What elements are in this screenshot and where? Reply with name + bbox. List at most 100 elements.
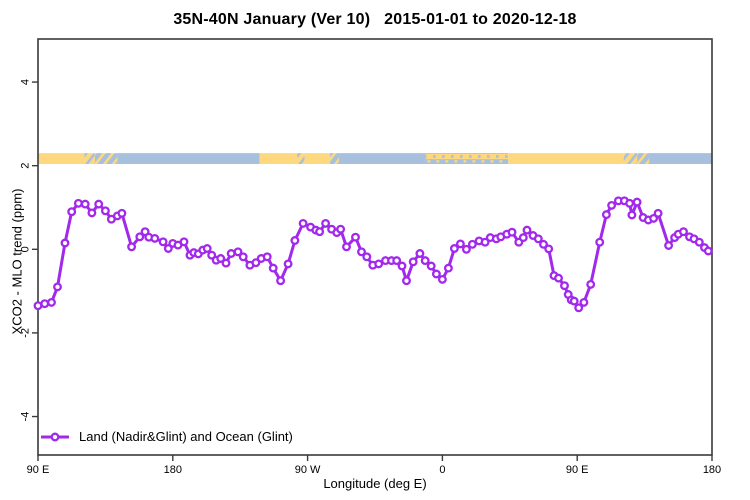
- data-point: [455, 239, 465, 249]
- band-segment-ocean: [649, 153, 712, 165]
- data-point: [67, 207, 77, 217]
- data-point: [202, 244, 212, 253]
- plot-box: [37, 38, 713, 456]
- data-point: [392, 256, 402, 266]
- data-point: [507, 227, 517, 237]
- data-point: [544, 244, 554, 254]
- data-point: [694, 237, 704, 247]
- data-point: [135, 232, 145, 242]
- y-tick-label: -2: [20, 328, 32, 338]
- band-segment-land: [304, 153, 331, 165]
- data-point: [40, 299, 50, 309]
- data-point: [560, 281, 569, 291]
- data-point: [627, 210, 637, 220]
- data-point: [426, 261, 436, 271]
- band-segment-mixB: [637, 153, 650, 165]
- data-point: [163, 244, 173, 253]
- data-point: [238, 252, 248, 262]
- data-point: [127, 242, 137, 252]
- x-tick-label: 90 W: [295, 464, 321, 476]
- data-point: [595, 237, 605, 247]
- data-point: [449, 244, 459, 253]
- legend: Land (Nadir&Glint) and Ocean (Glint): [41, 429, 293, 444]
- data-point: [73, 198, 83, 208]
- y-tick-label: 4: [20, 79, 32, 85]
- x-tick-label: 180: [164, 464, 182, 476]
- data-point: [100, 206, 110, 216]
- data-point: [321, 218, 331, 228]
- data-point: [586, 279, 596, 289]
- data-point: [357, 247, 366, 257]
- data-point: [268, 263, 278, 273]
- band-segment-ocean: [339, 153, 426, 165]
- data-point: [80, 199, 90, 209]
- x-axis: 90 E 180 90 W 0 90 E 180: [27, 455, 721, 476]
- band-segment-ocean: [117, 153, 260, 165]
- data-point: [533, 234, 543, 244]
- data-point: [60, 238, 70, 248]
- data-point: [601, 210, 611, 220]
- legend-label: Land (Nadir&Glint) and Ocean (Glint): [79, 429, 293, 444]
- data-point: [402, 276, 411, 286]
- band-segment-land: [508, 153, 624, 165]
- data-series: [33, 196, 713, 313]
- band-segment-mixB: [330, 153, 340, 165]
- chart-title: 35N-40N January (Ver 10) 2015-01-01 to 2…: [173, 11, 577, 28]
- data-point: [420, 256, 430, 266]
- data-point: [554, 273, 563, 283]
- data-point: [226, 249, 236, 258]
- data-point: [632, 197, 642, 207]
- data-point: [290, 236, 300, 245]
- data-point: [664, 241, 674, 250]
- data-point: [251, 258, 261, 268]
- data-point: [362, 252, 372, 262]
- data-point: [283, 259, 293, 269]
- data-point: [467, 239, 477, 249]
- data-point: [480, 237, 490, 247]
- data-point: [262, 252, 272, 262]
- band-segment-land: [38, 153, 85, 165]
- band-segment-mixH: [425, 153, 509, 165]
- data-point: [87, 208, 97, 218]
- data-point: [342, 242, 351, 252]
- y-axis: -4 -2 0 2 4: [20, 79, 38, 422]
- data-point: [437, 274, 447, 284]
- y-tick-label: 2: [20, 163, 32, 169]
- band-segment-mixY: [623, 153, 638, 165]
- data-point: [569, 296, 579, 306]
- data-point: [179, 237, 189, 247]
- data-point: [703, 246, 713, 256]
- band-segment-mixY: [297, 153, 305, 165]
- data-point: [117, 208, 127, 218]
- data-point: [351, 232, 360, 242]
- band-segment-mixY: [84, 153, 95, 165]
- data-point: [574, 303, 584, 313]
- data-point: [216, 254, 226, 263]
- data-point: [94, 199, 104, 209]
- y-tick-label: 0: [20, 246, 32, 252]
- x-tick-label: 90 E: [566, 464, 589, 476]
- legend-series-marker-icon: [41, 432, 69, 441]
- band-segment-mixB: [94, 153, 118, 165]
- data-point: [233, 247, 243, 257]
- x-axis-title: Longitude (deg E): [323, 476, 427, 491]
- data-point: [415, 249, 425, 258]
- data-point: [298, 218, 308, 228]
- data-point: [679, 227, 688, 237]
- data-point: [158, 237, 168, 247]
- band-segment-land: [259, 153, 298, 165]
- data-point: [579, 297, 589, 307]
- data-point: [408, 257, 418, 267]
- data-point: [443, 263, 453, 273]
- data-point: [47, 297, 56, 307]
- data-point: [522, 225, 532, 235]
- data-point: [461, 244, 471, 254]
- data-point: [649, 213, 659, 223]
- data-point: [221, 258, 231, 268]
- data-point: [539, 239, 548, 249]
- data-point: [276, 276, 286, 286]
- surface-type-band: [38, 153, 712, 165]
- y-tick-label: -4: [20, 412, 32, 422]
